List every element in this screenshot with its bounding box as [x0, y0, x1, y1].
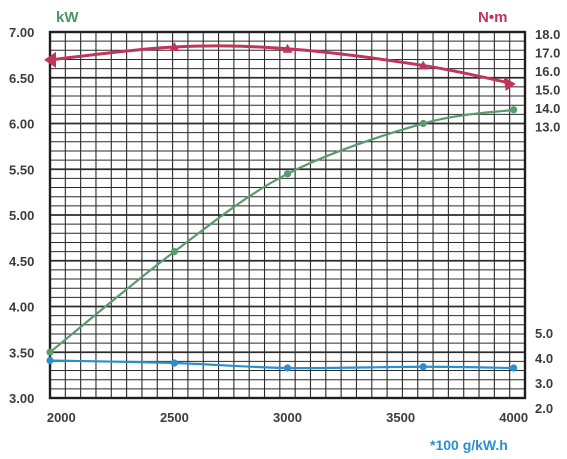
left-tick-label: 5.00 [9, 208, 34, 223]
torque-point [169, 41, 180, 51]
fuel-tick-label: 4.0 [535, 351, 553, 366]
series-lines [44, 41, 518, 372]
axes [48, 30, 527, 400]
left-point [46, 348, 54, 356]
x-tick-label: 3500 [386, 410, 415, 425]
torque-tick-label: 18.0 [535, 27, 560, 42]
x-tick-label: 2000 [47, 410, 76, 425]
left-tick-label: 5.50 [9, 162, 34, 177]
torque-point [418, 60, 429, 70]
left-point [419, 119, 427, 128]
left-tick-label: 4.50 [9, 254, 34, 269]
torque-tick-label: 17.0 [535, 46, 560, 61]
fuel-axis-unit: *100 g/kW.h [430, 437, 508, 453]
x-tick-label: 2500 [160, 410, 189, 425]
fuel-tick-label: 3.0 [535, 376, 553, 391]
fuel-tick-label: 2.0 [535, 401, 553, 416]
torque-arrow-end [503, 76, 516, 91]
left-point [510, 106, 518, 114]
left-point [283, 170, 292, 178]
left-tick-label: 6.00 [9, 117, 34, 132]
x-tick-label: 3000 [273, 410, 302, 425]
grid [49, 31, 526, 399]
left-tick-label: 3.50 [9, 345, 34, 360]
torque-tick-label: 14.0 [535, 101, 560, 116]
fuel-point [46, 356, 54, 365]
left-axis-unit: kW [56, 9, 79, 26]
fuel-point [283, 364, 292, 372]
left-tick-label: 3.00 [9, 391, 34, 406]
left-point [170, 248, 179, 256]
torque-arrow-start [44, 51, 56, 68]
torque-tick-label: 16.0 [535, 64, 560, 79]
fuel-tick-label: 5.0 [535, 326, 553, 341]
x-tick-label: 4000 [499, 410, 528, 425]
torque-tick-label: 15.0 [535, 83, 560, 98]
fuel-point [419, 363, 427, 371]
torque-tick-label: 13.0 [535, 120, 560, 135]
tick-labels: 7.00 6.50 6.00 5.50 5.00 4.50 4.00 3.50 3.00 2000… [9, 25, 560, 425]
torque-axis-unit: N•m [478, 9, 507, 26]
left-tick-label: 4.00 [9, 300, 34, 315]
left-tick-label: 7.00 [9, 25, 34, 40]
plot-frame [48, 30, 527, 400]
left-tick-label: 6.50 [9, 71, 34, 86]
torque-point [282, 43, 293, 53]
fuel-point [510, 364, 518, 372]
fuel-point [170, 359, 179, 367]
